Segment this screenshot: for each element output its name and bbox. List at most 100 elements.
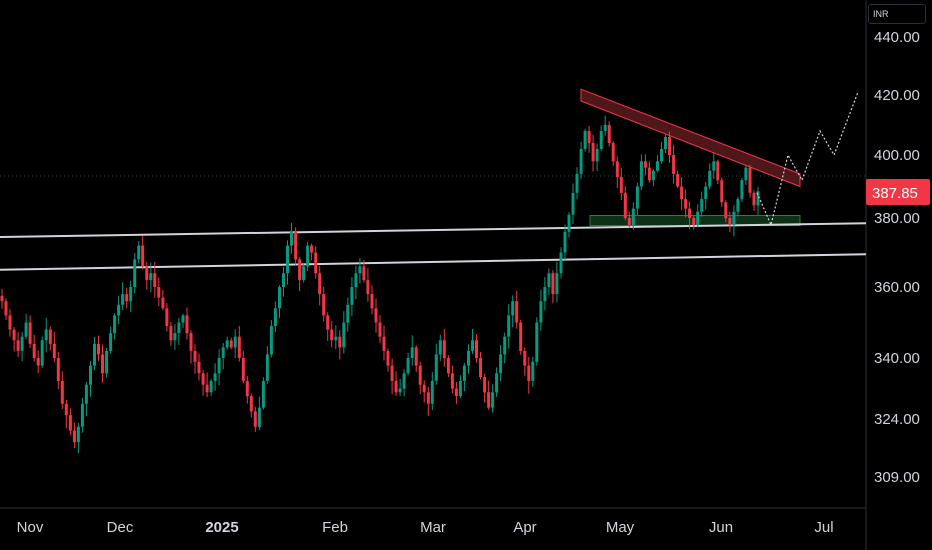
- candle-body: [209, 380, 213, 393]
- candle: [20, 331, 24, 362]
- candle-body: [173, 333, 177, 341]
- candle: [109, 326, 113, 354]
- projection-path[interactable]: [756, 91, 859, 227]
- candle: [651, 169, 655, 187]
- candle-body: [438, 340, 442, 355]
- candle-body: [756, 191, 760, 206]
- candle: [346, 297, 350, 332]
- candle-body: [145, 266, 149, 281]
- candle-body: [326, 315, 330, 330]
- candle-body: [286, 245, 289, 274]
- candle-body: [105, 350, 109, 374]
- candles-layer: [0, 115, 760, 454]
- candle: [370, 285, 374, 315]
- candle: [531, 356, 535, 387]
- candle: [587, 126, 591, 153]
- candle: [410, 335, 414, 366]
- candle: [559, 247, 563, 279]
- candle: [225, 336, 229, 350]
- candle-body: [527, 365, 531, 381]
- candle: [229, 337, 233, 350]
- candle-body: [615, 161, 619, 178]
- candle-body: [282, 273, 285, 287]
- candle: [732, 205, 736, 237]
- candle-body: [660, 149, 663, 162]
- price-tick-5: 340.00: [874, 350, 920, 367]
- candle-body: [583, 131, 587, 149]
- candle-body: [253, 411, 257, 427]
- candle-body: [354, 273, 358, 287]
- candle-body: [567, 214, 571, 232]
- candle-body: [651, 170, 655, 181]
- candle: [4, 298, 8, 320]
- candle-body: [688, 208, 692, 218]
- candle-body: [165, 308, 169, 327]
- candle-body: [740, 180, 744, 200]
- candle: [125, 287, 129, 309]
- candle-body: [519, 322, 523, 351]
- candle-body: [80, 403, 84, 427]
- candle: [366, 268, 370, 302]
- candle-body: [559, 252, 563, 274]
- candle: [752, 190, 756, 211]
- candle: [684, 189, 688, 218]
- candle: [189, 330, 193, 364]
- candle: [591, 134, 595, 172]
- candle: [483, 373, 487, 403]
- candle: [579, 142, 583, 180]
- candle: [12, 327, 16, 352]
- candle-body: [394, 380, 398, 393]
- candle: [744, 164, 748, 185]
- candle: [704, 182, 708, 210]
- time-axis[interactable]: Nov Dec 2025 Feb Mar Apr May Jun Jul: [17, 519, 834, 536]
- candle: [338, 330, 342, 360]
- candle: [571, 183, 575, 224]
- candle-body: [483, 377, 487, 393]
- candle: [290, 222, 293, 254]
- candle-body: [229, 340, 233, 348]
- candle: [700, 191, 704, 217]
- candle-body: [249, 396, 253, 412]
- candle-body: [133, 259, 137, 287]
- candle: [575, 167, 579, 200]
- candle-body: [402, 373, 406, 389]
- candle: [253, 406, 257, 433]
- candle-body: [414, 347, 418, 366]
- time-tick-1: Dec: [107, 519, 134, 536]
- candle-body: [627, 218, 631, 225]
- candle-body: [225, 340, 229, 348]
- candle: [257, 396, 261, 431]
- candle: [712, 153, 716, 179]
- candle-body: [189, 333, 193, 351]
- price-tick-2: 400.00: [874, 147, 920, 164]
- candle: [519, 319, 523, 355]
- candle: [145, 261, 149, 290]
- candle: [583, 128, 587, 152]
- candle-body: [125, 294, 129, 302]
- price-axis[interactable]: 440.00 420.00 400.00 380.00 360.00 340.00 324.…: [874, 29, 920, 486]
- candle-body: [591, 143, 595, 162]
- candle-body: [314, 252, 318, 274]
- candle: [438, 334, 442, 361]
- level-lines[interactable]: [0, 222, 867, 271]
- candle-body: [330, 329, 334, 341]
- candle-body: [290, 231, 293, 246]
- candle-body: [555, 273, 559, 295]
- candle: [129, 280, 133, 312]
- candle-body: [724, 202, 728, 219]
- candle-body: [406, 358, 410, 374]
- candle: [282, 266, 285, 297]
- candle-body: [241, 358, 245, 381]
- candle-body: [205, 384, 209, 393]
- candle-body: [338, 336, 342, 348]
- candle-body: [273, 308, 277, 327]
- candle-body: [60, 380, 64, 404]
- candle-body: [607, 125, 611, 143]
- candle-body: [458, 380, 462, 397]
- candle: [354, 265, 358, 300]
- candle-body: [696, 211, 700, 225]
- candle: [36, 350, 40, 374]
- candle-body: [257, 407, 261, 427]
- candle-body: [117, 304, 121, 316]
